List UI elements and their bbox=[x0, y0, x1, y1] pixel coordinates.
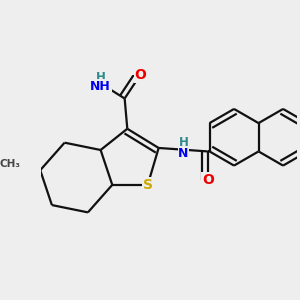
Text: N: N bbox=[178, 147, 189, 160]
Text: O: O bbox=[134, 68, 146, 82]
Text: H: H bbox=[96, 70, 106, 84]
Text: NH: NH bbox=[90, 80, 111, 93]
Text: O: O bbox=[202, 173, 214, 187]
Text: H: H bbox=[178, 136, 188, 149]
Text: S: S bbox=[143, 178, 153, 192]
Text: CH₃: CH₃ bbox=[0, 159, 21, 169]
